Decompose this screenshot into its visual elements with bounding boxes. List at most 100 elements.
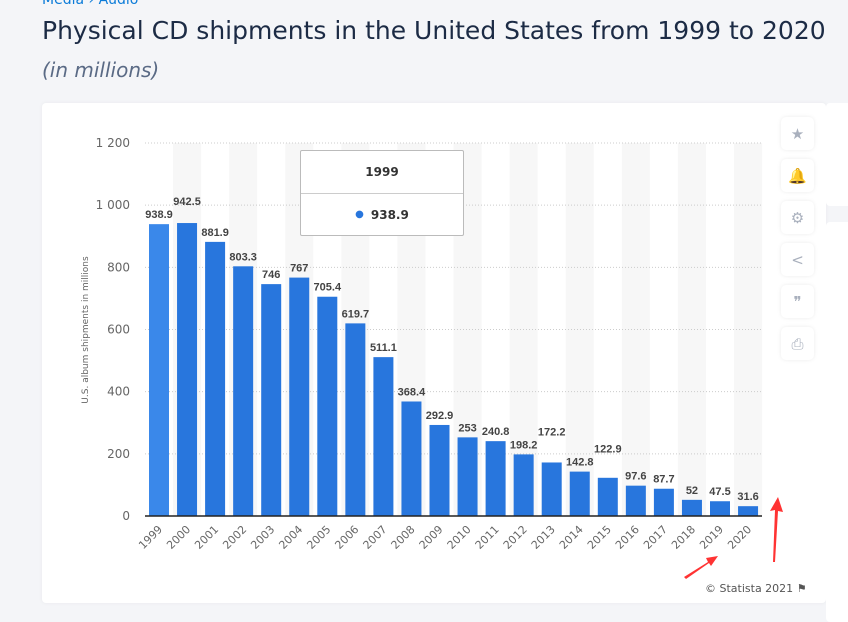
annotation-arrow-icon: [684, 556, 718, 579]
data-label: 172.2: [538, 426, 566, 438]
data-label: 938.9: [145, 209, 173, 221]
bar-2019: [710, 501, 730, 516]
x-tick-label: 2012: [501, 523, 530, 552]
data-label: 240.8: [482, 426, 510, 438]
bar-2008: [401, 401, 422, 516]
x-tick-label: 2020: [725, 523, 754, 552]
bar-2010: [457, 437, 478, 516]
share-icon: <: [791, 250, 804, 269]
bar-2013: [541, 462, 562, 516]
y-tick-label: 600: [107, 323, 130, 337]
print-button[interactable]: ⎙: [781, 327, 814, 360]
x-tick-label: 2014: [557, 523, 586, 552]
bar-2000: [177, 223, 198, 516]
bar-1999: [149, 224, 169, 517]
flag-icon: ⚑: [796, 582, 807, 595]
x-tick-label: 2013: [529, 523, 558, 552]
data-label: 803.3: [229, 251, 257, 263]
bar-2007: [373, 357, 394, 516]
data-label: 142.8: [566, 457, 594, 469]
x-tick-label: 2002: [220, 523, 249, 552]
bar-2001: [205, 241, 226, 516]
statista-credit[interactable]: © Statista 2021 ⚑: [705, 582, 807, 595]
bar-2014: [569, 471, 590, 516]
data-label: 942.5: [173, 196, 201, 208]
data-label: 87.7: [653, 474, 674, 486]
x-tick-label: 2004: [276, 523, 305, 552]
bar-2016: [625, 485, 646, 516]
data-label: 253: [458, 422, 476, 434]
x-tick-label: 2000: [164, 523, 193, 552]
quote-icon: ❞: [793, 292, 802, 311]
bell-button[interactable]: 🔔: [781, 159, 814, 192]
tooltip: 1999 ● 938.9: [300, 150, 464, 236]
y-tick-label: 200: [107, 447, 130, 461]
annotation-arrow-icon: [770, 497, 783, 562]
print-icon: ⎙: [791, 334, 804, 353]
bar-2017: [653, 488, 674, 516]
y-axis-label: U.S. album shipments in millions: [81, 256, 91, 404]
breadcrumb-audio[interactable]: Audio: [98, 0, 139, 8]
x-tick-label: 2010: [445, 523, 474, 552]
tooltip-year: 1999: [301, 151, 463, 194]
credit-text: © Statista 2021: [705, 582, 794, 595]
breadcrumb-media[interactable]: Media: [42, 0, 85, 8]
x-tick-label: 2011: [473, 523, 502, 552]
bar-2015: [597, 477, 618, 516]
side-panel-2: [826, 222, 848, 622]
x-tick-label: 2017: [641, 523, 670, 552]
data-label: 511.1: [370, 342, 397, 354]
side-panel: [826, 103, 848, 206]
data-label: 47.5: [709, 486, 730, 498]
x-tick-label: 2015: [585, 523, 614, 552]
bar-2009: [429, 424, 450, 516]
x-tick-label: 1999: [136, 523, 165, 552]
data-label: 31.6: [737, 491, 758, 503]
bar-2005: [317, 296, 338, 516]
share-button[interactable]: <: [781, 243, 814, 276]
bar-2004: [289, 277, 310, 516]
bell-icon: 🔔: [788, 166, 807, 185]
data-label: 198.2: [510, 439, 538, 451]
y-tick-label: 1 200: [96, 136, 130, 150]
x-tick-label: 2006: [332, 523, 361, 552]
star-icon: ★: [790, 124, 805, 143]
bar-2002: [233, 266, 254, 516]
y-tick-label: 0: [122, 509, 130, 523]
bar-2011: [485, 441, 506, 516]
bar-2006: [345, 323, 366, 516]
gear-button[interactable]: ⚙: [781, 201, 814, 234]
x-tick-label: 2016: [613, 523, 642, 552]
quote-button[interactable]: ❞: [781, 285, 814, 318]
bar-2018: [681, 499, 702, 516]
bar-chart: 0 200 400 600 800 1 000 1 200 U.S. album shipme…: [81, 136, 783, 579]
page-title: Physical CD shipments in the United Stat…: [42, 16, 826, 45]
data-label: 746: [262, 269, 280, 281]
breadcrumb-separator: ›: [88, 0, 95, 8]
column-band: [621, 143, 650, 516]
data-label: 97.6: [625, 471, 646, 483]
data-label: 705.4: [314, 282, 342, 294]
tooltip-value-row: ● 938.9: [301, 194, 463, 235]
data-label: 767: [290, 263, 308, 275]
breadcrumb: Media › Audio: [42, 0, 138, 8]
x-tick-label: 2008: [389, 523, 418, 552]
data-label: 881.9: [201, 227, 229, 239]
data-label: 368.4: [398, 386, 426, 398]
bar-2003: [261, 284, 282, 516]
toolbar: ★ 🔔 ⚙ < ❞ ⎙: [781, 117, 814, 369]
gear-icon: ⚙: [790, 208, 805, 227]
data-label: 122.9: [594, 444, 622, 456]
x-tick-label: 2003: [248, 523, 277, 552]
y-tick-label: 800: [107, 260, 130, 274]
x-tick-label: 2007: [361, 523, 390, 552]
bar-2020: [738, 506, 759, 516]
tooltip-value: 938.9: [370, 207, 409, 222]
x-tick-label: 2001: [192, 523, 221, 552]
x-tick-label: 2018: [669, 523, 698, 552]
x-tick-label: 2019: [697, 523, 726, 552]
star-button[interactable]: ★: [781, 117, 814, 150]
y-tick-label: 1 000: [96, 198, 130, 212]
data-label: 292.9: [426, 410, 454, 422]
data-label: 52: [686, 485, 698, 497]
